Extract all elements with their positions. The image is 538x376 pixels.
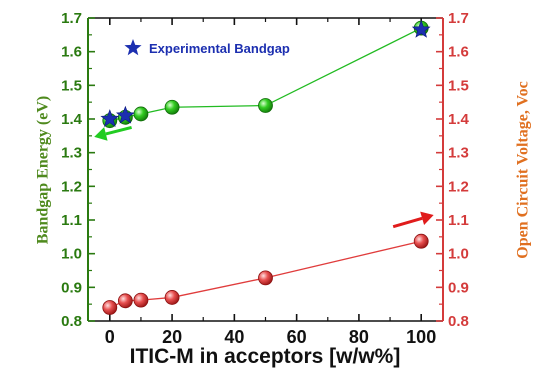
x-tick-label: 40: [224, 327, 244, 347]
bandgap-point: [258, 98, 273, 113]
y-tick-label-left: 1.5: [61, 77, 82, 94]
legend-star-marker: [124, 39, 142, 56]
x-tick-label: 80: [349, 327, 369, 347]
legend-label: Experimental Bandgap: [149, 41, 290, 56]
y-tick-label-left: 1.0: [61, 246, 82, 263]
y-tick-label-right: 1.3: [448, 145, 469, 162]
y-tick-label-right: 1.4: [448, 111, 470, 128]
y-tick-label-left: 0.9: [61, 279, 82, 296]
y-tick-label-right: 1.0: [448, 246, 469, 263]
y-tick-label-right: 1.6: [448, 44, 469, 61]
voc-axis-arrowhead: [420, 211, 434, 226]
bandgap-axis-arrowhead: [94, 127, 108, 141]
voc-point: [117, 293, 133, 309]
voc-point: [133, 292, 149, 308]
experimental-bandgap-star: [100, 109, 120, 127]
y-tick-label-left: 1.4: [61, 111, 83, 128]
x-tick-label: 0: [105, 327, 115, 347]
voc-point: [258, 270, 273, 286]
y-tick-label-left: 1.6: [61, 44, 82, 61]
voc-axis-arrow: [392, 216, 423, 229]
voc-point: [102, 300, 118, 315]
x-axis-label: ITIC-M in acceptors [w/w%]: [130, 345, 401, 368]
y-tick-label-right: 0.9: [448, 279, 469, 296]
experimental-bandgap-star: [116, 105, 135, 124]
y-axis-left-label: Bandgap Energy (eV): [35, 96, 52, 244]
plot-area: 0.8 0.9 1.0 1.1 1.2 1.3 1.4 1.5 1.6 1.7 0.8 0.9 1.0 1…: [61, 10, 469, 347]
x-tick-label: 60: [287, 327, 307, 347]
y-tick-label-left: 1.3: [61, 145, 82, 162]
y-tick-label-left: 0.8: [61, 313, 82, 330]
y-tick-label-right: 1.1: [448, 212, 469, 229]
bandgap-point: [164, 99, 180, 115]
y-tick-label-left: 1.7: [61, 10, 82, 27]
x-tick-label: 20: [162, 327, 182, 347]
y-tick-label-right: 0.8: [448, 313, 469, 330]
voc-point: [164, 290, 180, 305]
y-tick-label-right: 1.5: [448, 77, 469, 94]
y-tick-label-left: 1.2: [61, 178, 82, 195]
y-axis-right-label-text: Open Circuit Voltage, Voc: [515, 81, 532, 259]
y-axis-right-label: Open Circuit Voltage, Voc: [515, 81, 532, 259]
y-tick-label-left: 1.1: [61, 212, 82, 229]
y-tick-label-right: 1.2: [448, 178, 469, 195]
experimental-bandgap-star: [411, 19, 431, 38]
bandgap-point: [133, 106, 149, 122]
y-axis-left-label-text: Bandgap Energy (eV): [35, 96, 52, 244]
bandgap-axis-arrow: [105, 125, 132, 136]
x-tick-label: 100: [406, 327, 436, 347]
y-tick-label-right: 1.7: [448, 10, 469, 27]
voc-point: [413, 233, 429, 249]
